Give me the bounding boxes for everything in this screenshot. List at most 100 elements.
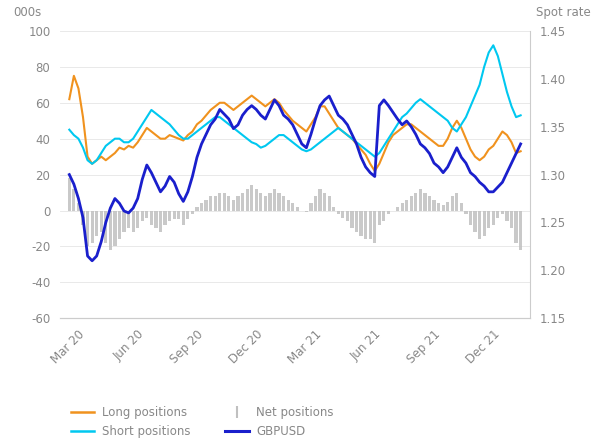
Bar bbox=[492, 210, 495, 225]
Bar bbox=[377, 210, 381, 225]
Bar bbox=[451, 196, 454, 210]
Bar bbox=[282, 196, 285, 210]
Bar bbox=[473, 210, 477, 232]
Bar bbox=[519, 210, 523, 250]
Bar bbox=[350, 210, 353, 229]
Bar bbox=[332, 207, 335, 210]
Bar bbox=[141, 210, 144, 221]
Bar bbox=[409, 196, 413, 210]
Bar bbox=[387, 210, 390, 214]
Bar bbox=[291, 203, 294, 210]
Bar bbox=[72, 189, 75, 210]
Bar bbox=[441, 205, 445, 210]
Bar bbox=[164, 210, 167, 225]
Bar bbox=[323, 193, 326, 210]
Bar bbox=[173, 210, 176, 220]
Bar bbox=[487, 210, 490, 229]
Bar bbox=[196, 207, 199, 210]
Bar bbox=[95, 210, 98, 236]
Bar bbox=[396, 207, 399, 210]
Bar bbox=[515, 210, 518, 243]
Bar bbox=[223, 193, 226, 210]
Bar bbox=[118, 210, 121, 239]
Bar bbox=[355, 210, 358, 232]
Bar bbox=[259, 193, 262, 210]
Legend: Long positions, Short positions, Net positions, GBPUSD: Long positions, Short positions, Net pos… bbox=[66, 402, 338, 442]
Bar bbox=[145, 210, 149, 217]
Bar bbox=[127, 210, 130, 229]
Bar bbox=[483, 210, 486, 236]
Bar bbox=[368, 210, 372, 239]
Bar bbox=[478, 210, 481, 239]
Bar bbox=[241, 193, 244, 210]
Bar bbox=[104, 210, 107, 243]
Bar bbox=[305, 210, 308, 212]
Bar bbox=[150, 210, 153, 225]
Bar bbox=[460, 203, 463, 210]
Bar bbox=[205, 200, 208, 210]
Bar bbox=[191, 210, 194, 214]
Bar bbox=[218, 193, 222, 210]
Bar bbox=[232, 200, 235, 210]
Bar bbox=[400, 203, 404, 210]
Bar bbox=[364, 210, 367, 239]
Bar bbox=[419, 189, 422, 210]
Bar bbox=[501, 210, 504, 214]
Bar bbox=[405, 200, 408, 210]
Bar bbox=[414, 193, 417, 210]
Bar bbox=[318, 189, 321, 210]
Bar bbox=[109, 210, 112, 250]
Bar bbox=[455, 193, 458, 210]
Bar bbox=[346, 210, 349, 221]
Bar bbox=[428, 196, 431, 210]
Bar bbox=[67, 178, 71, 210]
Bar bbox=[77, 203, 80, 210]
Bar bbox=[314, 196, 317, 210]
Bar bbox=[81, 210, 85, 225]
Bar bbox=[359, 210, 362, 236]
Bar bbox=[159, 210, 162, 232]
Bar bbox=[432, 200, 436, 210]
Bar bbox=[496, 210, 500, 217]
Bar bbox=[214, 196, 217, 210]
Bar bbox=[287, 200, 290, 210]
Bar bbox=[177, 210, 181, 220]
Bar bbox=[186, 210, 190, 220]
Bar bbox=[154, 210, 158, 229]
Bar bbox=[168, 210, 171, 221]
Bar bbox=[309, 203, 312, 210]
Bar bbox=[90, 210, 94, 243]
Bar bbox=[382, 210, 385, 221]
Bar bbox=[200, 203, 203, 210]
Bar bbox=[337, 210, 340, 214]
Bar bbox=[209, 196, 213, 210]
Bar bbox=[373, 210, 376, 243]
Bar bbox=[510, 210, 513, 229]
Bar bbox=[136, 210, 139, 229]
Bar bbox=[132, 210, 135, 232]
Bar bbox=[237, 196, 240, 210]
Text: Spot rate: Spot rate bbox=[536, 7, 591, 19]
Bar bbox=[250, 185, 253, 210]
Bar bbox=[100, 210, 103, 232]
Bar bbox=[446, 202, 449, 210]
Bar bbox=[246, 189, 249, 210]
Bar bbox=[296, 207, 299, 210]
Bar bbox=[464, 210, 468, 214]
Bar bbox=[437, 203, 440, 210]
Bar bbox=[182, 210, 185, 225]
Bar bbox=[327, 196, 330, 210]
Bar bbox=[113, 210, 117, 247]
Bar bbox=[278, 193, 281, 210]
Bar bbox=[268, 193, 272, 210]
Bar bbox=[122, 210, 126, 232]
Text: 000s: 000s bbox=[13, 7, 42, 19]
Bar bbox=[228, 196, 231, 210]
Bar bbox=[273, 189, 276, 210]
Bar bbox=[86, 210, 89, 247]
Bar bbox=[264, 196, 267, 210]
Bar bbox=[255, 189, 258, 210]
Bar bbox=[423, 193, 426, 210]
Bar bbox=[505, 210, 509, 221]
Bar bbox=[341, 210, 344, 217]
